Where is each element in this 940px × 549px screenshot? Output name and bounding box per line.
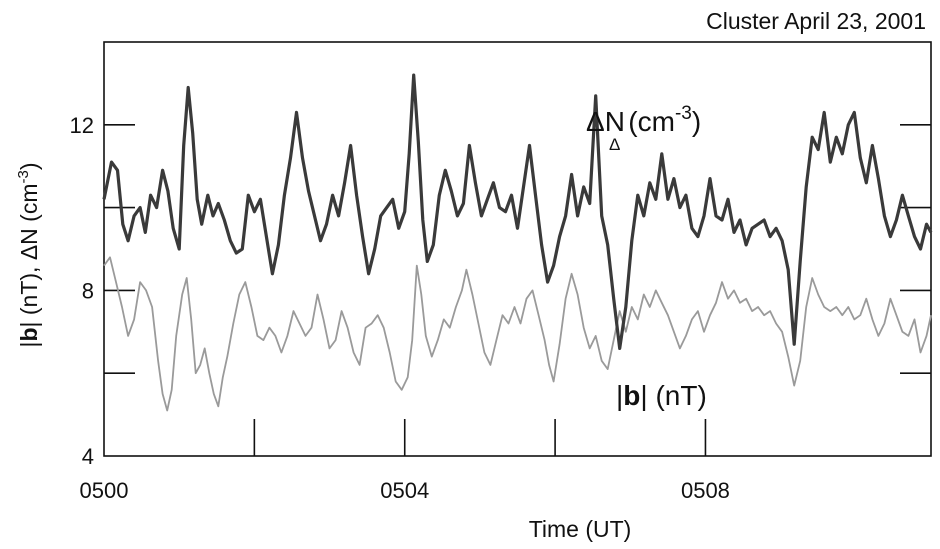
plot-frame (103, 41, 932, 457)
series-layer (102, 73, 933, 412)
x-tick-label: 0504 (380, 478, 429, 503)
field-annotation: |b| (nT) (616, 380, 707, 411)
x-tick-label: 0500 (80, 478, 129, 503)
y-tick-label: 12 (70, 113, 94, 138)
x-tick-label: 0508 (681, 478, 730, 503)
x-axis-title: Time (UT) (529, 516, 632, 542)
density-annotation: ΔN Δ(cm-3) (586, 103, 701, 154)
series-line-dn (102, 73, 933, 350)
chart-title: Cluster April 23, 2001 (706, 8, 926, 34)
y-axis-title: |b| (nT), ΔN (cm-3) (15, 162, 42, 347)
series-line-b (103, 256, 932, 412)
y-axis-ticks: 4 8 12 (70, 113, 931, 469)
y-tick-label: 4 (82, 444, 94, 469)
x-axis-ticks: 0500 0504 0508 (80, 419, 730, 503)
y-tick-label: 8 (82, 278, 94, 303)
